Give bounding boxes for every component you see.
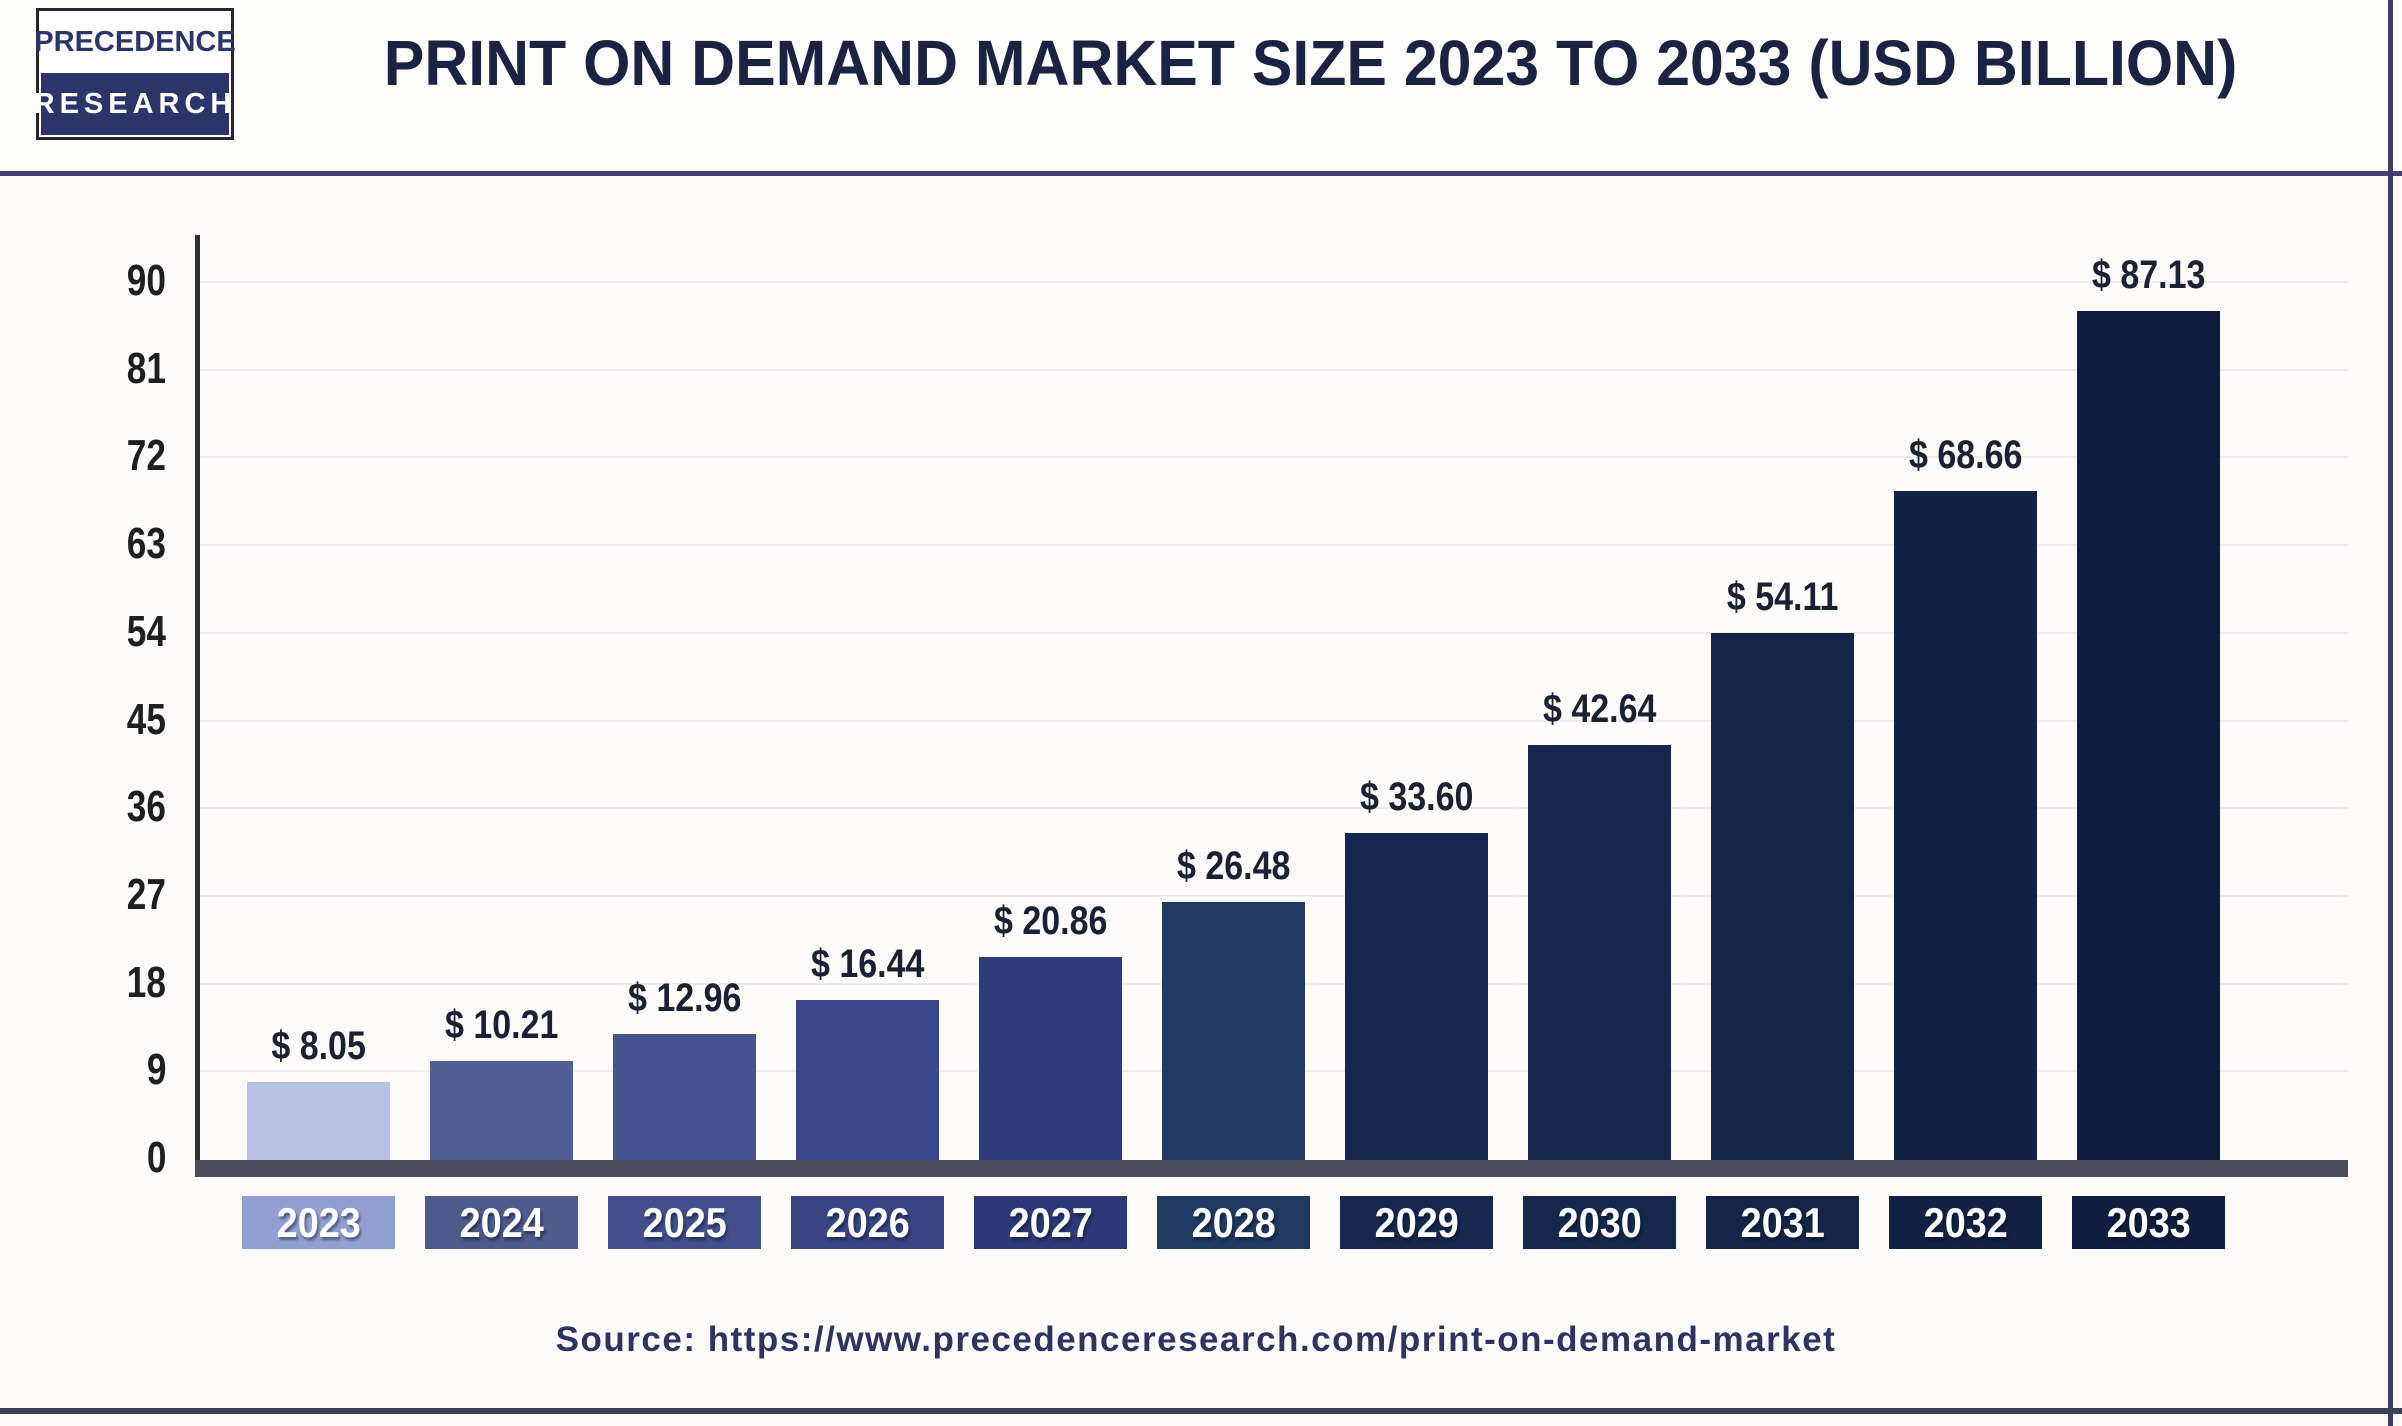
y-tick-label-18: 18	[126, 957, 166, 1007]
bar-value-label-2024: $ 10.21	[444, 1002, 559, 1047]
bar-value-label-2025: $ 12.96	[627, 975, 742, 1020]
gridline-81	[200, 368, 2348, 371]
x-tick-box-2029: 2029	[1340, 1196, 1493, 1249]
y-tick-label-0: 0	[146, 1133, 166, 1182]
y-tick-label-36: 36	[126, 782, 166, 832]
bar-value-label-2033: $ 87.13	[2091, 252, 2206, 297]
x-axis-baseline	[195, 1160, 2348, 1177]
y-tick-label-27: 27	[126, 869, 166, 919]
chart-title: PRINT ON DEMAND MARKET SIZE 2023 TO 2033…	[260, 26, 2362, 100]
bar-value-label-2026: $ 16.44	[810, 941, 925, 986]
gridline-54	[200, 631, 2348, 634]
bottom-border	[0, 1408, 2402, 1414]
bar-value-label-2032: $ 68.66	[1908, 432, 2023, 477]
header: PRECEDENCE RESEARCH PRINT ON DEMAND MARK…	[0, 0, 2402, 171]
plot-area: $ 8.05 $ 10.21 $ 12.96 $ 16.44 $ 20.86 $ 26.4…	[195, 235, 2348, 1177]
bar-column-2026: $ 16.44	[796, 942, 939, 1160]
bar-2029	[1345, 832, 1488, 1160]
x-tick-box-2033: 2033	[2072, 1196, 2225, 1249]
bar-column-2028: $ 26.48	[1162, 844, 1305, 1160]
source-line: Source: https://www.precedenceresearch.c…	[0, 1320, 2392, 1360]
y-tick-label-72: 72	[126, 431, 166, 481]
bar-column-2031: $ 54.11	[1711, 575, 1854, 1160]
bar-column-2030: $ 42.64	[1528, 686, 1671, 1160]
bar-2023	[247, 1081, 390, 1160]
x-tick-box-2032: 2032	[1889, 1196, 2042, 1249]
bar-column-2027: $ 20.86	[979, 899, 1122, 1160]
y-tick-label-63: 63	[126, 519, 166, 569]
x-tick-box-2026: 2026	[791, 1196, 944, 1249]
bar-2030	[1528, 744, 1671, 1160]
y-axis-line	[195, 235, 200, 1177]
bar-2026	[796, 999, 939, 1160]
y-tick-label-45: 45	[126, 694, 166, 744]
x-tick-box-2030: 2030	[1523, 1196, 1676, 1249]
y-tick-label-54: 54	[126, 606, 166, 656]
y-tick-label-9: 9	[146, 1045, 166, 1095]
bar-column-2029: $ 33.60	[1345, 775, 1488, 1160]
bar-value-label-2027: $ 20.86	[993, 898, 1108, 943]
source-text: Source: https://www.precedenceresearch.c…	[555, 1320, 1837, 1359]
logo-line1: PRECEDENCE	[34, 25, 236, 58]
bar-column-2032: $ 68.66	[1894, 433, 2037, 1160]
y-tick-label-81: 81	[126, 343, 166, 393]
bar-column-2024: $ 10.21	[430, 1003, 573, 1160]
bar-2027	[979, 956, 1122, 1160]
precedence-research-logo: PRECEDENCE RESEARCH	[34, 8, 236, 140]
gridline-72	[200, 456, 2348, 459]
gridline-45	[200, 719, 2348, 722]
logo-line2: RESEARCH	[34, 73, 231, 135]
bar-column-2023: $ 8.05	[247, 1024, 390, 1160]
x-tick-box-2028: 2028	[1157, 1196, 1310, 1249]
chart-title-text: PRINT ON DEMAND MARKET SIZE 2023 TO 2033…	[384, 27, 2238, 99]
x-tick-box-2023: 2023	[242, 1196, 395, 1249]
x-tick-box-2027: 2027	[974, 1196, 1127, 1249]
x-tick-box-2024: 2024	[425, 1196, 578, 1249]
bar-value-label-2031: $ 54.11	[1726, 574, 1839, 619]
bar-2025	[613, 1033, 756, 1160]
gridline-36	[200, 807, 2348, 810]
bar-2033	[2077, 310, 2220, 1160]
gridline-63	[200, 544, 2348, 547]
bar-column-2025: $ 12.96	[613, 976, 756, 1160]
x-tick-box-2031: 2031	[1706, 1196, 1859, 1249]
bar-2032	[1894, 490, 2037, 1160]
gridline-27	[200, 894, 2348, 897]
x-axis-tick-row: 2023 2024 2025 2026 2027 2028 2029 2030 2031 2032…	[200, 1196, 2348, 1252]
bar-value-label-2030: $ 42.64	[1542, 686, 1657, 731]
x-tick-box-2025: 2025	[608, 1196, 761, 1249]
y-tick-label-90: 90	[126, 256, 166, 305]
bar-value-label-2029: $ 33.60	[1359, 774, 1474, 819]
bar-2028	[1162, 901, 1305, 1160]
bar-value-label-2023: $ 8.05	[271, 1023, 366, 1068]
bar-column-2033: $ 87.13	[2077, 253, 2220, 1160]
bar-value-label-2028: $ 26.48	[1176, 843, 1291, 888]
gridline-90	[200, 281, 2348, 283]
right-border	[2388, 0, 2393, 1426]
header-divider	[0, 171, 2402, 176]
bar-2024	[430, 1060, 573, 1160]
bar-2031	[1711, 632, 1854, 1160]
